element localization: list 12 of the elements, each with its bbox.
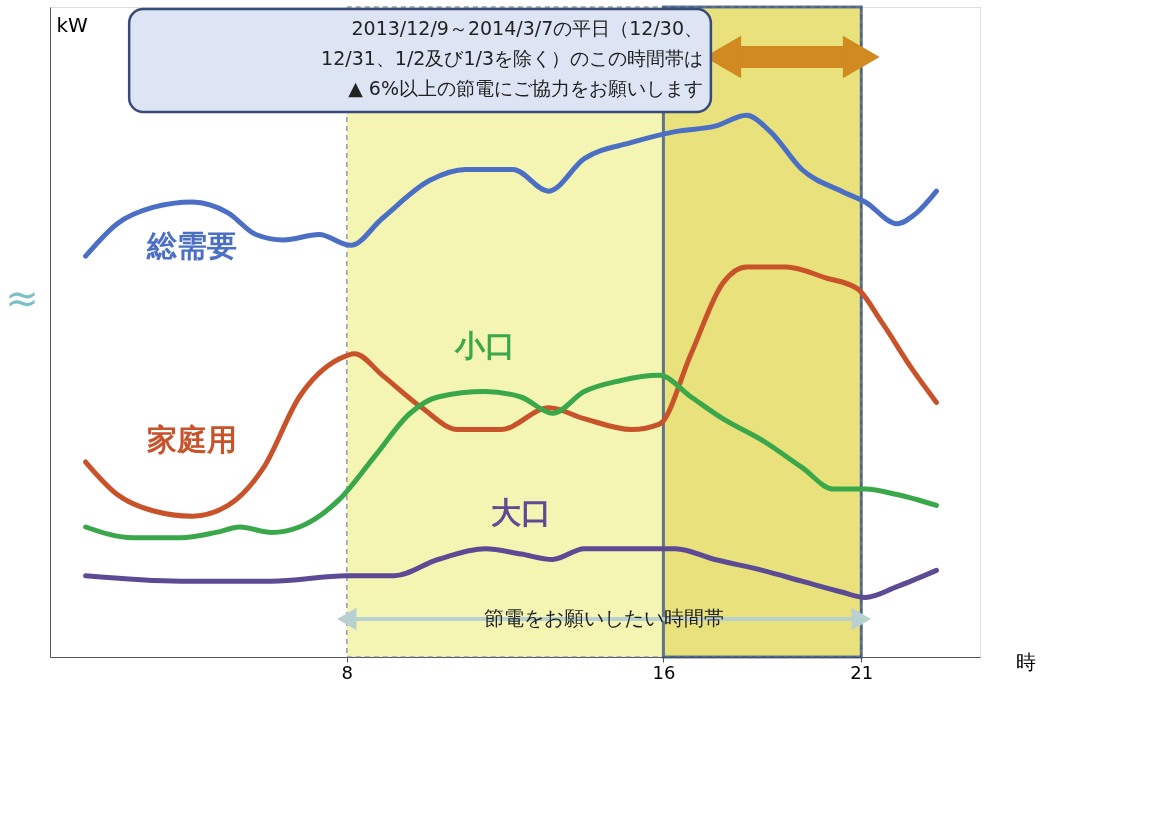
x-axis-title: 時 <box>1015 649 1036 674</box>
band-label: 2013/12/9～2014/3/7の平日（12/30、 12/31、1/2及び1/3を除く）のこの時間帯は ▲ 6%以上の節電にご協力をお願いします <box>321 17 703 99</box>
series-label: 家庭用 <box>147 422 238 458</box>
text: ≈ <box>5 274 39 321</box>
series-label: 総需要 <box>146 228 238 263</box>
x-tick-label: 16 <box>652 661 676 683</box>
x-tick-label: 21 <box>850 661 874 683</box>
series-label: 大口 <box>490 495 551 531</box>
band-label: 節電をお願いしたい時間帯 <box>484 606 725 630</box>
x-tick-label: 8 <box>341 661 354 683</box>
series-label: 小口 <box>454 327 516 363</box>
y-axis-title: kW <box>56 12 89 37</box>
